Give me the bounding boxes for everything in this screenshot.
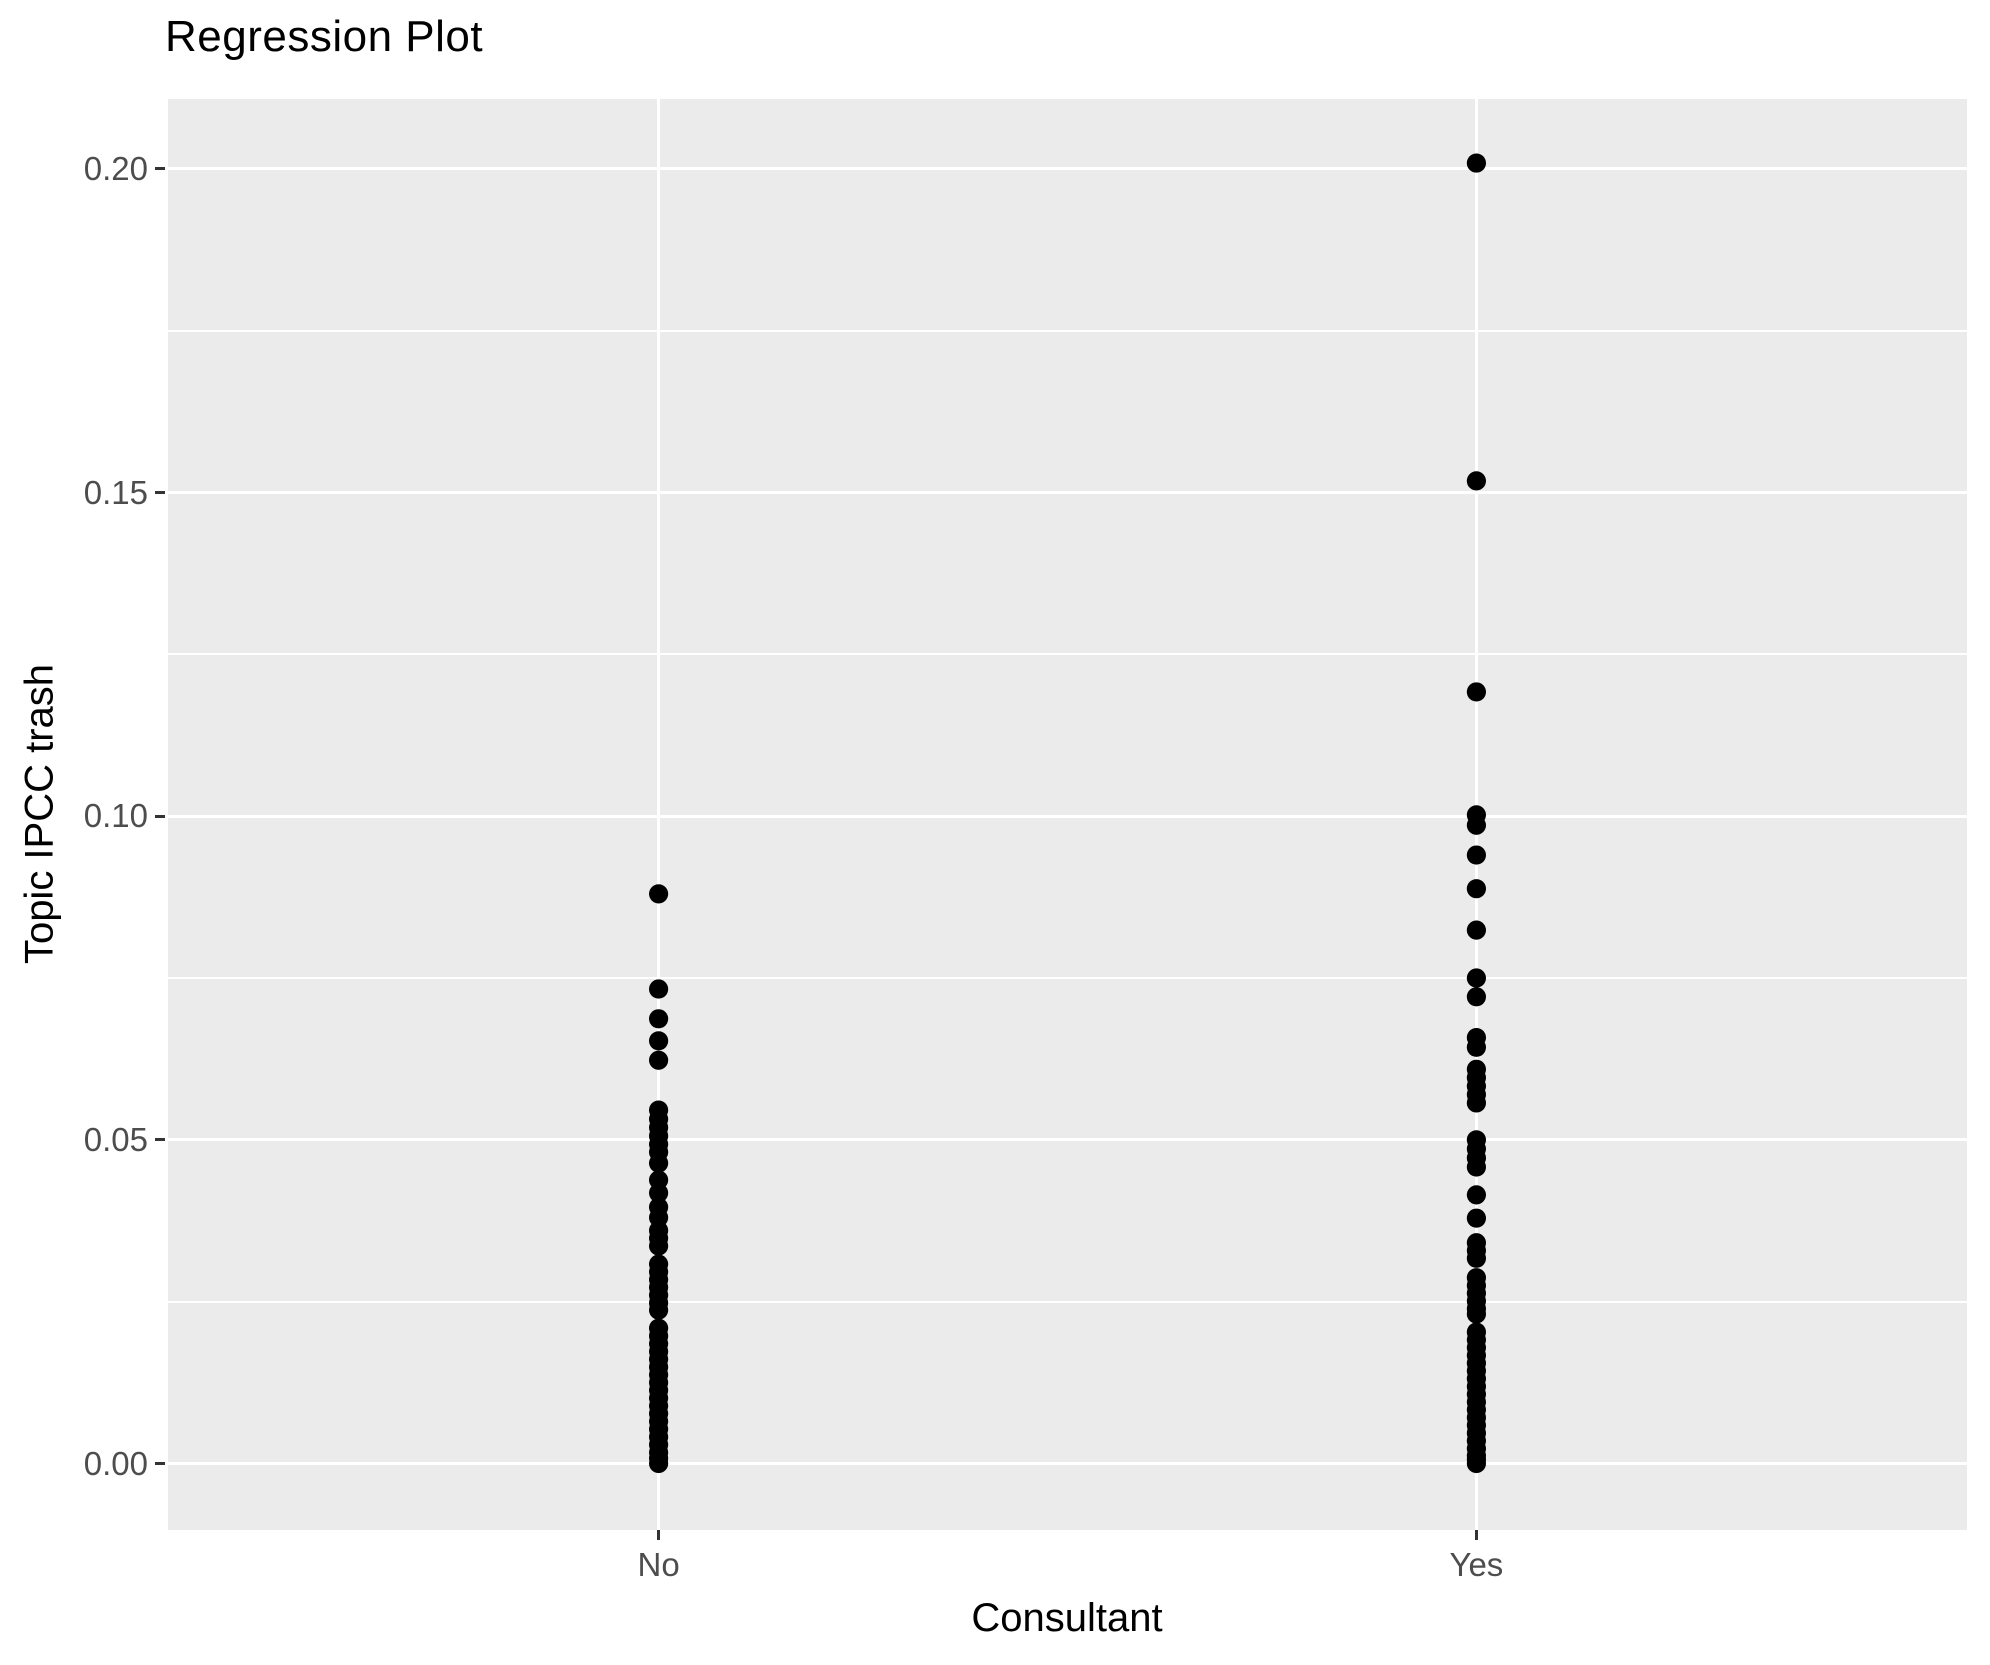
y-tick-label: 0.20 (83, 149, 148, 187)
data-point (649, 1050, 669, 1070)
y-tick-mark (155, 1138, 165, 1142)
x-tick-mark (657, 1530, 661, 1540)
y-major-gridline (168, 1138, 1967, 1142)
data-point (1466, 815, 1486, 835)
data-point (1466, 987, 1486, 1007)
y-tick-label: 0.10 (83, 797, 148, 835)
data-point (1466, 1248, 1486, 1268)
y-tick-mark (155, 1462, 165, 1465)
data-point (1466, 1453, 1486, 1474)
x-tick-label: No (637, 1546, 680, 1583)
data-point (1466, 682, 1486, 702)
data-point (1466, 471, 1486, 491)
data-point (1466, 153, 1486, 173)
data-point (649, 1236, 669, 1256)
plot-title: Regression Plot (165, 12, 484, 61)
y-tick-mark (155, 167, 165, 171)
data-point (649, 979, 669, 999)
y-major-gridline (168, 491, 1967, 495)
plot-panel (168, 99, 1967, 1530)
y-tick-label: 0.15 (83, 473, 148, 511)
data-point (649, 884, 669, 904)
data-point (1466, 920, 1486, 940)
y-minor-gridline (168, 1300, 1967, 1303)
data-point (649, 1453, 669, 1474)
data-point (1466, 1208, 1486, 1228)
data-point (649, 1183, 669, 1203)
y-major-gridline (168, 167, 1967, 171)
data-point (1466, 968, 1486, 988)
data-point (1466, 1093, 1486, 1113)
y-tick-mark (155, 491, 165, 495)
data-point (649, 1153, 669, 1173)
y-axis-title: Topic IPCC trash (17, 663, 62, 965)
data-points-layer (649, 153, 1486, 1474)
y-tick-label: 0.00 (83, 1444, 148, 1482)
y-minor-gridline (168, 653, 1967, 656)
data-point (1466, 1304, 1486, 1324)
x-major-gridline (657, 99, 661, 1530)
x-tick-mark (1474, 1530, 1478, 1540)
x-axis-title: Consultant (971, 1596, 1163, 1640)
data-point (1466, 845, 1486, 865)
data-point (1466, 879, 1486, 899)
data-point (649, 1009, 669, 1029)
y-minor-gridline (168, 329, 1967, 332)
data-point (1466, 1185, 1486, 1205)
y-major-gridline (168, 1462, 1967, 1465)
y-tick-label: 0.05 (83, 1120, 148, 1158)
data-point (1466, 1157, 1486, 1177)
y-tick-mark (155, 814, 165, 818)
y-major-gridline (168, 814, 1967, 818)
data-point (649, 1300, 669, 1320)
data-point (649, 1031, 669, 1051)
y-minor-gridline (168, 977, 1967, 980)
data-point (1466, 1037, 1486, 1057)
x-tick-label: Yes (1449, 1546, 1504, 1583)
